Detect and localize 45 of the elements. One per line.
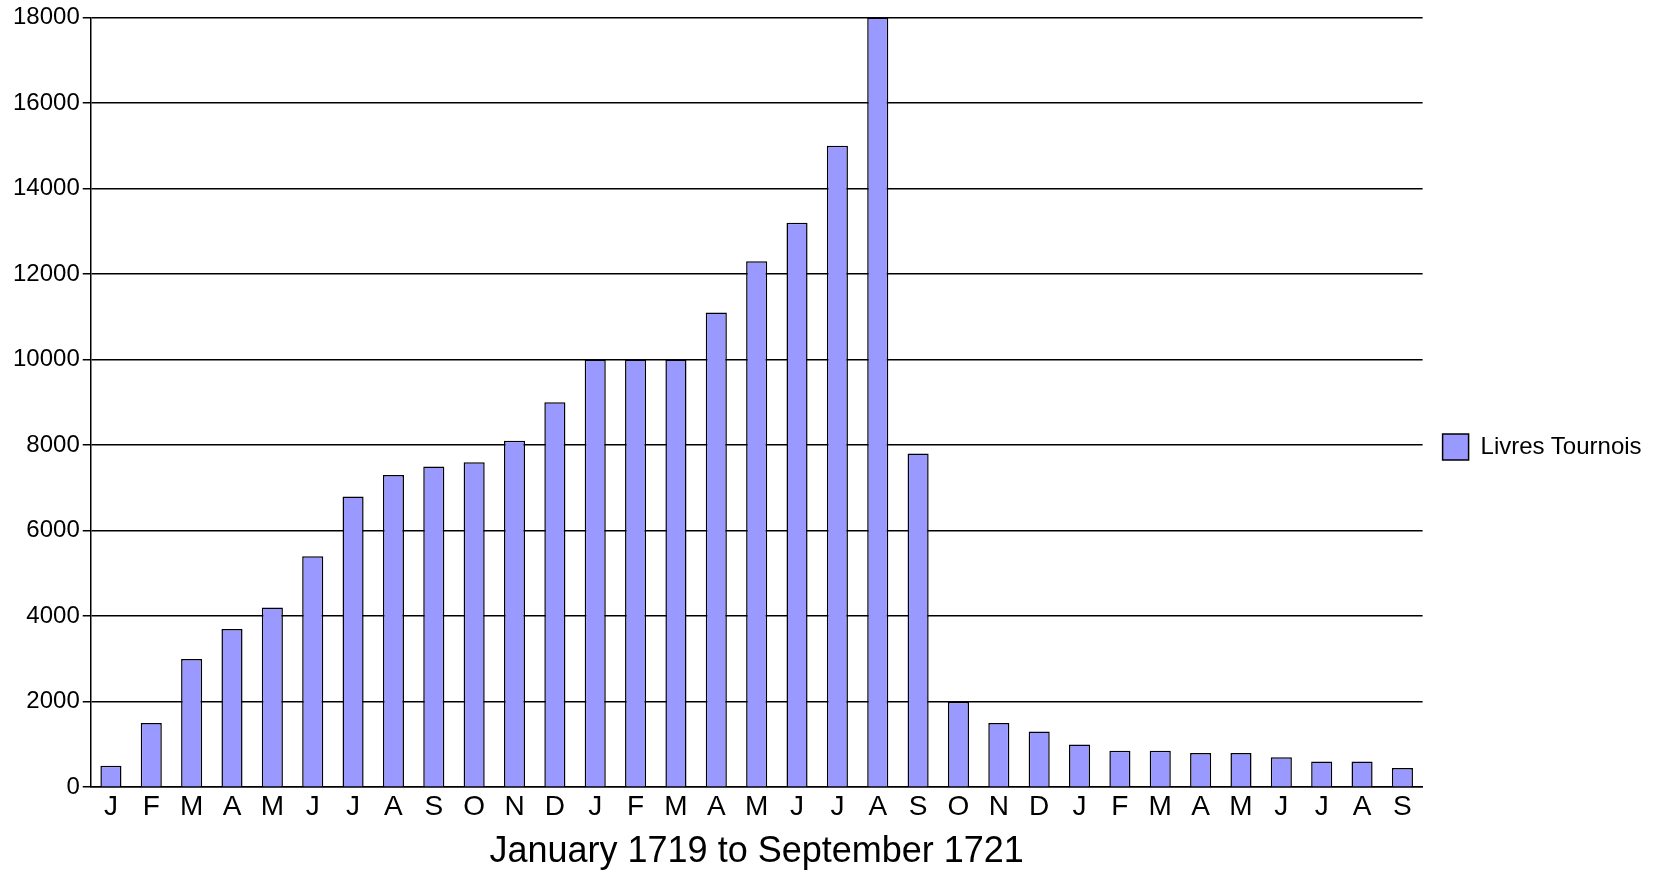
y-tick-label: 8000 — [26, 429, 80, 457]
y-tick-label: 18000 — [12, 2, 80, 30]
x-tick-label: N — [988, 789, 1009, 821]
y-tick-label: 0 — [66, 771, 80, 799]
y-tick-label: 14000 — [12, 173, 80, 201]
x-tick-label: N — [504, 789, 525, 821]
x-tick-label: J — [790, 789, 805, 821]
x-tick-label: O — [947, 789, 970, 821]
x-tick-label: J — [103, 789, 118, 821]
x-tick-label: M — [745, 789, 769, 821]
x-tick-label: S — [908, 789, 928, 821]
x-tick-label: A — [706, 789, 726, 821]
y-tick-label: 4000 — [26, 600, 80, 628]
x-tick-label: J — [346, 789, 361, 821]
legend-label: Livres Tournois — [1480, 431, 1642, 459]
x-tick-label: M — [260, 789, 285, 821]
x-tick-label: J — [1274, 789, 1289, 821]
x-tick-label: A — [222, 789, 242, 821]
x-tick-label: S — [1393, 789, 1412, 821]
x-tick-label: M — [664, 789, 688, 821]
x-tick-label: S — [424, 789, 444, 821]
x-tick-label: J — [305, 789, 320, 821]
x-tick-label: D — [544, 789, 565, 821]
x-tick-label: M — [179, 789, 204, 821]
x-tick-label: M — [1148, 789, 1172, 821]
y-tick-label: 10000 — [12, 344, 80, 372]
x-tick-label: J — [830, 789, 845, 821]
x-axis-title: January 1719 to September 1721 — [489, 829, 1024, 871]
x-tick-label: A — [384, 789, 404, 821]
x-tick-label: A — [868, 789, 888, 821]
x-tick-label: J — [1072, 789, 1087, 821]
x-tick-label: F — [142, 789, 160, 821]
y-tick-label: 16000 — [12, 87, 80, 115]
x-tick-label: D — [1029, 789, 1050, 821]
x-tick-label: A — [1191, 789, 1211, 821]
x-tick-label: A — [1352, 789, 1372, 821]
x-tick-label: F — [627, 789, 645, 821]
y-tick-label: 12000 — [12, 258, 80, 286]
x-tick-label: J — [588, 789, 603, 821]
x-tick-label: M — [1229, 789, 1253, 821]
y-tick-label: 2000 — [26, 686, 80, 714]
x-tick-label: F — [1111, 789, 1129, 821]
x-tick-label: J — [1314, 789, 1329, 821]
x-tick-label: O — [463, 789, 486, 821]
y-tick-label: 6000 — [26, 515, 80, 543]
